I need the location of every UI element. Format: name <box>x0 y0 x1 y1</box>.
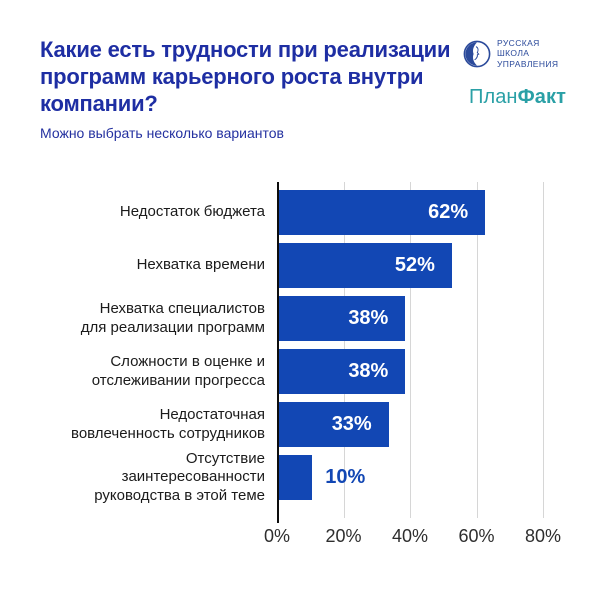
logos: РУССКАЯ ШКОЛА УПРАВЛЕНИЯ ПланФакт <box>463 36 566 109</box>
rshu-logo: РУССКАЯ ШКОЛА УПРАВЛЕНИЯ <box>463 38 566 69</box>
y-axis-line <box>277 182 279 523</box>
value-label: 38% <box>348 307 389 329</box>
rshu-logo-text: РУССКАЯ ШКОЛА УПРАВЛЕНИЯ <box>497 38 559 69</box>
header: Какие есть трудности при реализации прог… <box>40 36 566 142</box>
planfakt-logo-bold: Факт <box>517 86 566 109</box>
value-label: 52% <box>394 254 435 276</box>
category-label: Отсутствие заинтересованности руководств… <box>94 450 265 504</box>
chart-row: Недостаток бюджета 62% <box>40 190 563 243</box>
bar-zone: 33% <box>277 402 563 447</box>
subtitle: Можно выбрать несколько вариантов <box>40 125 284 142</box>
chart-row: Сложности в оценке и отслеживании прогре… <box>40 349 563 402</box>
bar-zone: 10% <box>277 455 563 500</box>
planfakt-logo: ПланФакт <box>469 86 566 109</box>
plot-area: Недостаток бюджета 62% Нехватка времени 52%… <box>40 182 563 523</box>
title-block: Какие есть трудности при реализации прог… <box>40 36 452 142</box>
x-tick-label: 0% <box>263 526 291 546</box>
value-label: 33% <box>331 413 372 435</box>
chart-row: Отсутствие заинтересованности руководств… <box>40 450 563 508</box>
bar: 38% <box>279 296 406 341</box>
rshu-face-icon <box>463 40 491 68</box>
bar-chart: Недостаток бюджета 62% Нехватка времени 52%… <box>40 182 563 550</box>
x-axis-ticks: 0% 20% 40% 60% 80% <box>264 526 563 550</box>
bar: 52% <box>279 243 452 288</box>
bar-zone: 38% <box>277 349 563 394</box>
bar-zone: 52% <box>277 243 563 288</box>
chart-row: Нехватка времени 52% <box>40 243 563 296</box>
chart-rows: Недостаток бюджета 62% Нехватка времени 52%… <box>40 190 563 508</box>
rshu-logo-line2: ШКОЛА <box>496 48 530 59</box>
rshu-logo-line1: РУССКАЯ <box>496 38 540 48</box>
x-tick-label: 80% <box>524 526 562 546</box>
bar-zone: 62% <box>277 190 563 235</box>
category-label: Сложности в оценке и отслеживании прогре… <box>91 353 265 389</box>
bar: 62% <box>279 190 486 235</box>
page-title: Какие есть трудности при реализации прог… <box>40 37 451 117</box>
category-label: Нехватка специалистов для реализации про… <box>80 300 265 336</box>
value-label: 10% <box>325 466 366 488</box>
x-tick-label: 60% <box>458 526 495 546</box>
category-label: Недостаточная вовлеченность сотрудников <box>71 406 265 442</box>
gridline <box>543 182 544 518</box>
value-label: 38% <box>348 360 389 382</box>
bar-zone: 38% <box>277 296 563 341</box>
x-tick-label: 20% <box>325 526 362 546</box>
planfakt-logo-regular: План <box>468 86 518 109</box>
category-label: Недостаток бюджета <box>119 203 265 221</box>
bar <box>279 455 313 500</box>
gridline <box>476 182 478 518</box>
x-tick-label: 40% <box>391 526 429 546</box>
value-label: 62% <box>428 201 469 223</box>
gridline <box>410 182 411 518</box>
bar: 33% <box>279 402 389 447</box>
chart-row: Нехватка специалистов для реализации про… <box>40 296 563 349</box>
bar: 38% <box>279 349 406 394</box>
chart-row: Недостаточная вовлеченность сотрудников 3… <box>40 402 563 455</box>
rshu-logo-line3: УПРАВЛЕНИЯ <box>496 58 559 69</box>
category-label: Нехватка времени <box>136 256 265 274</box>
